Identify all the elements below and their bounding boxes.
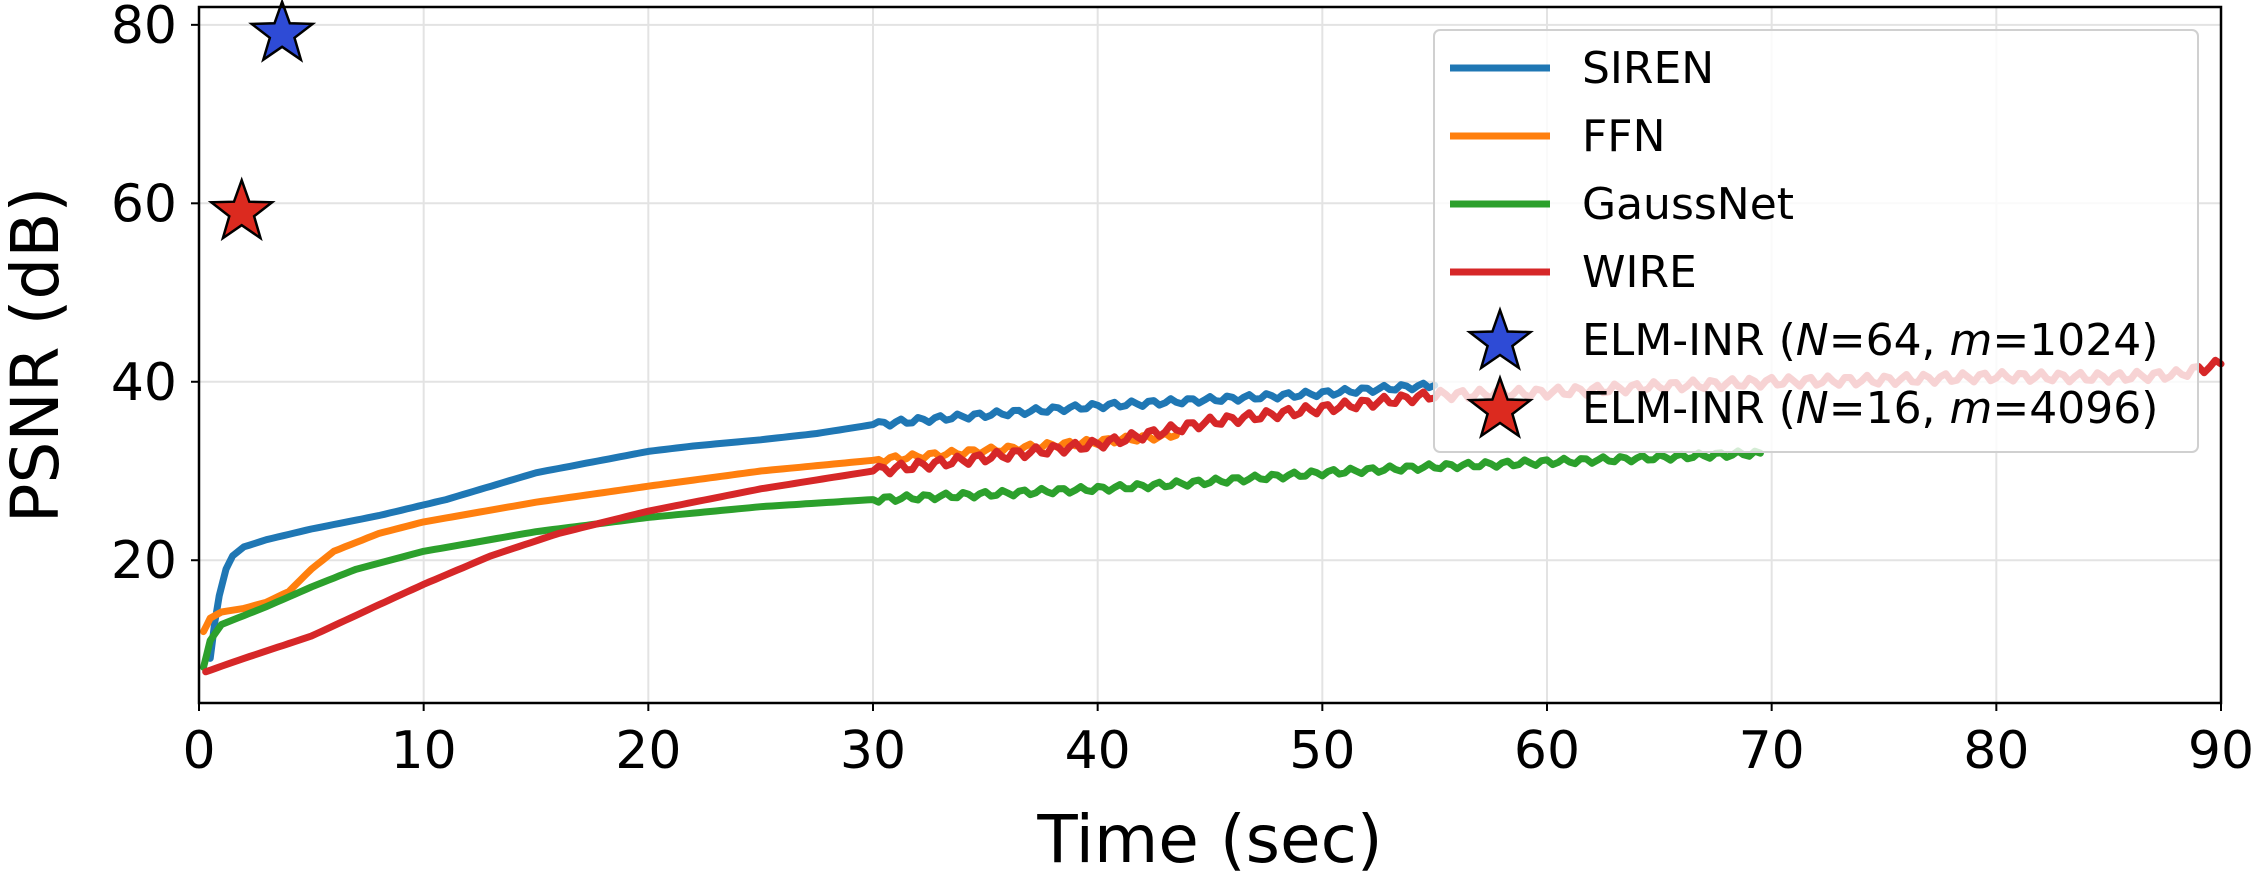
elm-inr-star-marker-2 — [207, 176, 276, 242]
x-tick-label: 70 — [1739, 721, 1805, 781]
plot-markers — [207, 0, 317, 242]
series-line-siren — [206, 379, 1439, 662]
legend-label-part: ELM-INR ( — [1582, 383, 1796, 434]
legend-label-part: =4096) — [1992, 383, 2158, 434]
x-tick-label: 90 — [2188, 721, 2254, 781]
legend-label-wire: WIRE — [1582, 247, 1697, 298]
legend-label-part: =16, — [1829, 383, 1950, 434]
series-line-gaussnet — [200, 447, 1764, 671]
y-tick-label: 60 — [111, 174, 177, 234]
x-tick-label: 80 — [1963, 721, 2029, 781]
y-tick-label: 40 — [111, 353, 177, 413]
legend-label-part: =1024) — [1992, 315, 2158, 366]
x-tick-label: 20 — [615, 721, 681, 781]
legend-label-elm-inr-1: ELM-INR (N=64, m=1024) — [1582, 315, 2158, 366]
legend-label-siren: SIREN — [1582, 43, 1714, 94]
axis-ticks: 0 10 20 30 40 50 60 70 80 90 20 40 60 80 — [111, 0, 2254, 781]
plot-frame — [197, 5, 2223, 705]
x-tick-label: 0 — [182, 721, 215, 781]
legend-star-1 — [1466, 306, 1534, 371]
x-tick-label: 60 — [1514, 721, 1580, 781]
legend-box — [1433, 29, 2199, 453]
legend-label-part: =64, — [1829, 315, 1950, 366]
legend-label-part: N — [1796, 383, 1829, 434]
legend-label-gaussnet: GaussNet — [1582, 179, 1794, 230]
legend-label-part: m — [1950, 383, 1993, 434]
legend-star-2 — [1466, 374, 1534, 439]
x-axis-label: Time (sec) — [1036, 801, 1382, 878]
y-tick-label: 80 — [111, 0, 177, 56]
legend-label-elm-inr-2: ELM-INR (N=16, m=4096) — [1582, 383, 2158, 434]
x-tick-label: 30 — [840, 721, 906, 781]
legend-label-ffn: FFN — [1582, 111, 1666, 162]
x-tick-label: 50 — [1289, 721, 1355, 781]
legend-label-part: ELM-INR ( — [1582, 315, 1796, 366]
legend-label-part: N — [1796, 315, 1829, 366]
legend-label-part: m — [1950, 315, 1993, 366]
x-tick-label: 40 — [1065, 721, 1131, 781]
x-tick-label: 10 — [391, 721, 457, 781]
y-axis-label: PSNR (dB) — [0, 187, 74, 524]
elm-inr-star-marker-1 — [248, 0, 317, 63]
y-tick-label: 20 — [111, 531, 177, 591]
series-line-ffn — [200, 429, 1180, 636]
